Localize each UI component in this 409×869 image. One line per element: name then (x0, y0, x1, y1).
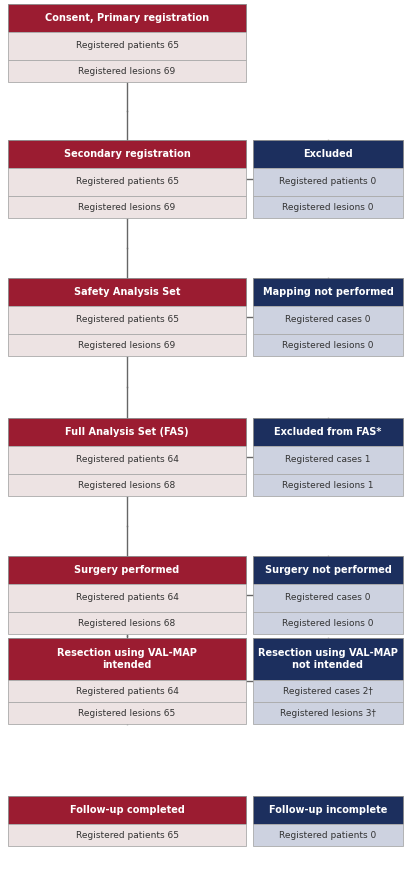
Bar (253, 796, 403, 824)
Text: Registered patients 65: Registered patients 65 (76, 177, 178, 187)
Text: Follow-up incomplete: Follow-up incomplete (269, 805, 387, 815)
Text: Registered patients 64: Registered patients 64 (76, 687, 178, 695)
Bar (8, 702, 246, 724)
Text: Registered patients 65: Registered patients 65 (76, 315, 178, 324)
Text: Registered lesions 68: Registered lesions 68 (79, 481, 175, 489)
Bar (8, 796, 246, 824)
Bar (8, 168, 246, 196)
Bar (8, 196, 246, 218)
Bar (253, 556, 403, 584)
Text: Registered cases 0: Registered cases 0 (285, 315, 371, 324)
Bar (8, 334, 246, 356)
Text: Consent, Primary registration: Consent, Primary registration (45, 13, 209, 23)
Text: Registered lesions 68: Registered lesions 68 (79, 619, 175, 627)
Text: Registered patients 64: Registered patients 64 (76, 455, 178, 465)
Text: Registered cases 2†: Registered cases 2† (283, 687, 373, 695)
Bar (253, 334, 403, 356)
Text: Registered cases 1: Registered cases 1 (285, 455, 371, 465)
Bar (8, 306, 246, 334)
Bar (253, 446, 403, 474)
Text: Registered patients 65: Registered patients 65 (76, 42, 178, 50)
Text: Resection using VAL-MAP
intended: Resection using VAL-MAP intended (57, 648, 197, 670)
Bar (253, 306, 403, 334)
Text: Full Analysis Set (FAS): Full Analysis Set (FAS) (65, 427, 189, 437)
Bar (8, 556, 246, 584)
Bar (8, 32, 246, 60)
Bar (8, 278, 246, 306)
Bar (253, 278, 403, 306)
Text: Registered patients 64: Registered patients 64 (76, 594, 178, 602)
Bar (8, 474, 246, 496)
Text: Safety Analysis Set: Safety Analysis Set (74, 287, 180, 297)
Bar (8, 638, 246, 680)
Text: Follow-up completed: Follow-up completed (70, 805, 184, 815)
Bar (253, 612, 403, 634)
Text: Registered lesions 0: Registered lesions 0 (282, 619, 374, 627)
Bar (253, 418, 403, 446)
Bar (8, 140, 246, 168)
Text: Registered lesions 65: Registered lesions 65 (79, 708, 175, 718)
Bar (253, 702, 403, 724)
Text: Registered lesions 69: Registered lesions 69 (79, 67, 175, 76)
Text: Excluded from FAS*: Excluded from FAS* (274, 427, 382, 437)
Bar (253, 680, 403, 702)
Bar (8, 680, 246, 702)
Text: Registered patients 0: Registered patients 0 (279, 177, 377, 187)
Bar (253, 196, 403, 218)
Text: Registered lesions 0: Registered lesions 0 (282, 202, 374, 211)
Bar (8, 824, 246, 846)
Text: Registered lesions 69: Registered lesions 69 (79, 202, 175, 211)
Bar (8, 612, 246, 634)
Text: Surgery performed: Surgery performed (74, 565, 180, 575)
Bar (253, 824, 403, 846)
Text: Registered lesions 1: Registered lesions 1 (282, 481, 374, 489)
Bar (253, 474, 403, 496)
Text: Registered lesions 0: Registered lesions 0 (282, 341, 374, 349)
Text: Surgery not performed: Surgery not performed (265, 565, 391, 575)
Text: Secondary registration: Secondary registration (64, 149, 190, 159)
Bar (8, 4, 246, 32)
Bar (8, 418, 246, 446)
Bar (253, 140, 403, 168)
Text: Mapping not performed: Mapping not performed (263, 287, 393, 297)
Bar (8, 446, 246, 474)
Bar (8, 584, 246, 612)
Text: Registered patients 65: Registered patients 65 (76, 831, 178, 839)
Bar (253, 168, 403, 196)
Bar (8, 60, 246, 82)
Text: Registered lesions 69: Registered lesions 69 (79, 341, 175, 349)
Bar (253, 584, 403, 612)
Text: Registered patients 0: Registered patients 0 (279, 831, 377, 839)
Text: Excluded: Excluded (303, 149, 353, 159)
Bar (253, 638, 403, 680)
Text: Resection using VAL-MAP
not intended: Resection using VAL-MAP not intended (258, 648, 398, 670)
Text: Registered lesions 3†: Registered lesions 3† (280, 708, 376, 718)
Text: Registered cases 0: Registered cases 0 (285, 594, 371, 602)
